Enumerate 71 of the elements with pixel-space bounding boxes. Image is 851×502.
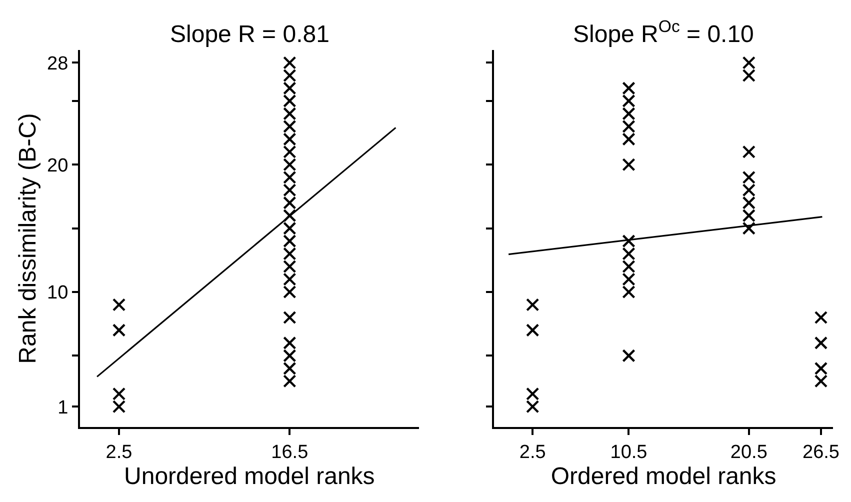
point: [283, 374, 296, 388]
point: [283, 362, 296, 376]
point: [283, 247, 296, 260]
point: [283, 68, 296, 82]
point: [622, 349, 636, 362]
point: [742, 208, 756, 222]
point: [742, 145, 756, 158]
point: [283, 260, 296, 274]
x-tick-label: 2.5: [519, 442, 546, 463]
point: [742, 68, 756, 82]
point: [283, 132, 296, 146]
point: [622, 107, 636, 120]
point: [814, 374, 828, 388]
x-axis-title: Unordered model ranks: [124, 462, 375, 490]
chart-title: Slope R = 0.81: [170, 21, 330, 48]
point: [622, 82, 636, 95]
chart-title: Slope R$^{Oc}$ = 0.10: [573, 17, 754, 48]
point: [814, 336, 828, 350]
point: [526, 387, 540, 400]
point: [622, 260, 636, 274]
point: [742, 56, 756, 70]
point: [283, 234, 296, 248]
point: [283, 184, 296, 197]
point: [283, 158, 296, 172]
point: [112, 387, 126, 400]
point: [283, 94, 296, 108]
point: [622, 247, 636, 260]
point: [526, 400, 540, 414]
point: [622, 234, 636, 248]
point: [283, 336, 296, 350]
x-tick-label: 2.5: [106, 442, 132, 463]
point: [526, 324, 540, 337]
point: [112, 400, 126, 414]
point: [622, 158, 636, 172]
point: [283, 145, 296, 158]
point: [283, 285, 296, 299]
point: [742, 170, 756, 184]
y-axis-title: Rank dissimilarity (B-C): [14, 113, 42, 364]
point: [283, 82, 296, 95]
point: [526, 298, 540, 312]
point: [283, 56, 296, 70]
x-axis-title: Ordered model ranks: [550, 462, 776, 490]
point: [622, 285, 636, 299]
y-tick-label: 1: [58, 397, 68, 418]
point: [622, 94, 636, 108]
point: [112, 298, 126, 312]
y-tick-label: 28: [47, 53, 68, 74]
point: [814, 362, 828, 376]
point: [283, 349, 296, 362]
point: [283, 120, 296, 134]
point: [283, 196, 296, 210]
point: [283, 208, 296, 222]
x-tick-label: 16.5: [271, 442, 308, 463]
x-tick-label: 10.5: [610, 442, 648, 463]
point: [283, 170, 296, 184]
x-tick-label: 20.5: [730, 442, 768, 463]
point: [622, 272, 636, 286]
point: [742, 196, 756, 210]
point: [283, 272, 296, 286]
point: [622, 120, 636, 134]
point: [742, 222, 756, 235]
point: [622, 132, 636, 146]
point: [112, 324, 126, 337]
point: [283, 107, 296, 120]
point: [283, 310, 296, 324]
point: [283, 222, 296, 235]
y-tick-label: 20: [47, 155, 68, 176]
point: [814, 310, 828, 324]
y-tick-label: 10: [47, 282, 68, 304]
x-tick-label: 26.5: [802, 442, 840, 463]
point: [742, 184, 756, 197]
